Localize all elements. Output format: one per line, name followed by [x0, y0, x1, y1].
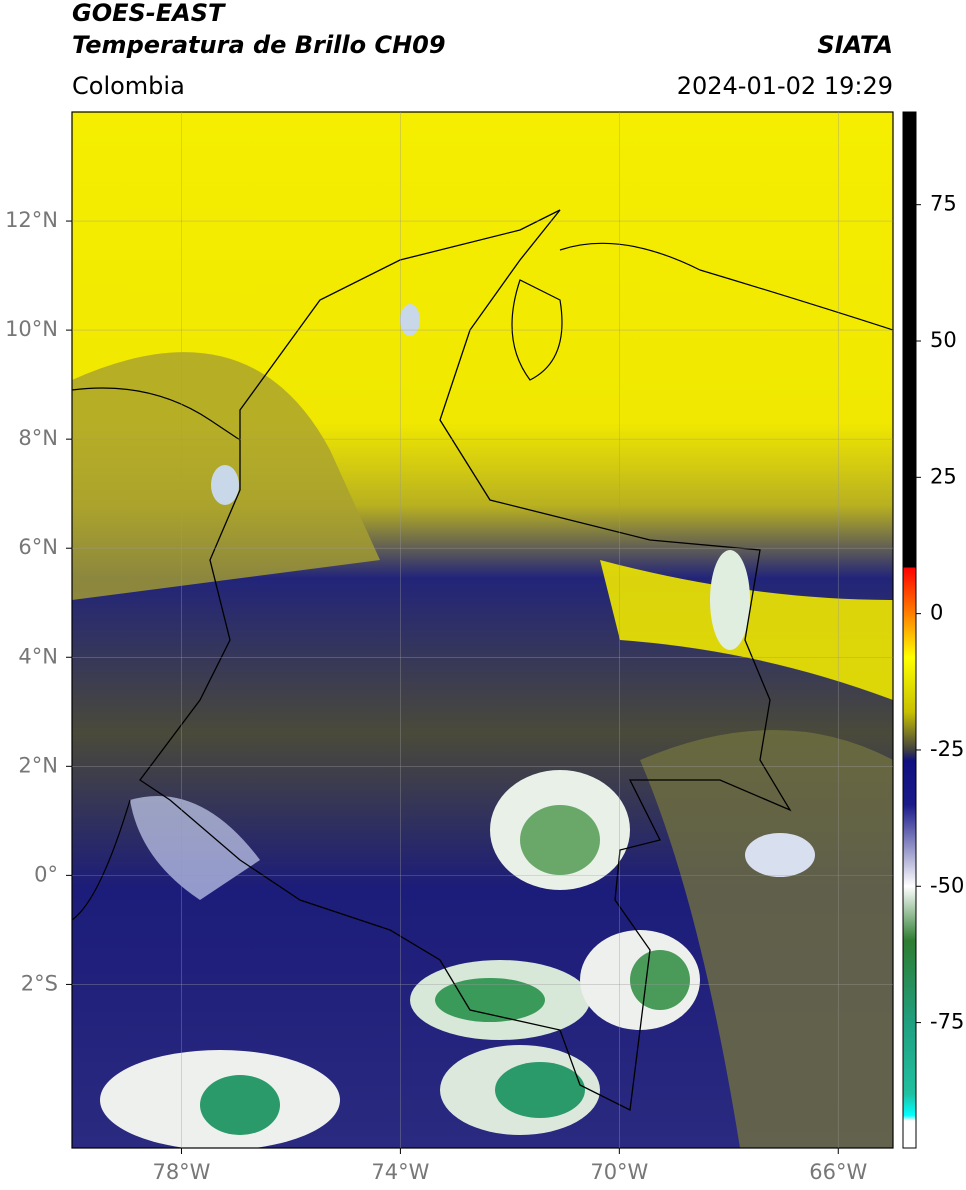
subtitle: Temperatura de Brillo CH09 [72, 31, 446, 59]
y-tick-label: 8°N [18, 426, 58, 450]
x-tick-label: 70°W [590, 1160, 648, 1184]
colorbar [902, 111, 917, 1149]
y-tick-label: 4°N [18, 644, 58, 668]
source: SIATA [817, 31, 893, 59]
x-tick-label: 66°W [809, 1160, 867, 1184]
map-frame [71, 111, 894, 1149]
region: Colombia [72, 72, 185, 100]
colorbar-tick-label: 25 [930, 464, 957, 488]
y-tick-label: 10°N [5, 317, 58, 341]
x-tick-label: 78°W [152, 1160, 210, 1184]
colorbar-tick-label: -50 [930, 873, 964, 897]
colorbar-tick-label: -25 [930, 737, 964, 761]
y-tick-label: 2°S [21, 971, 58, 995]
y-tick-label: 0° [34, 862, 58, 886]
colorbar-tick-label: 75 [930, 192, 957, 216]
title: GOES-EAST [72, 0, 226, 27]
colorbar-tick-label: 0 [930, 601, 943, 625]
satellite-image [72, 112, 893, 1148]
y-tick-label: 2°N [18, 753, 58, 777]
y-tick-label: 12°N [5, 208, 58, 232]
y-tick-label: 6°N [18, 535, 58, 559]
x-tick-label: 74°W [371, 1160, 429, 1184]
colorbar-tick-label: -75 [930, 1010, 964, 1034]
colorbar-tick-label: 50 [930, 328, 957, 352]
datetime: 2024-01-02 19:29 [677, 72, 893, 100]
